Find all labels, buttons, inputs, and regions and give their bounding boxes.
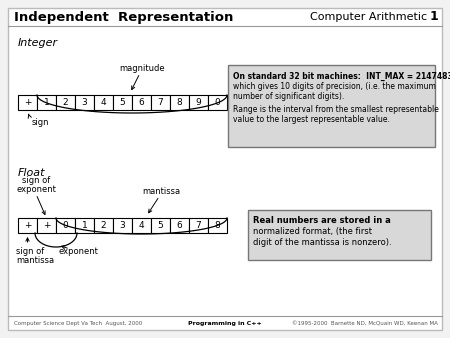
Text: exponent: exponent <box>58 247 98 256</box>
Text: 4: 4 <box>139 221 144 230</box>
Text: 5: 5 <box>120 98 126 107</box>
Bar <box>37 218 56 233</box>
Bar <box>228 65 435 147</box>
Text: +: + <box>43 221 50 230</box>
Text: 0: 0 <box>63 221 68 230</box>
Bar <box>75 218 94 233</box>
Text: 3: 3 <box>120 221 126 230</box>
Text: 7: 7 <box>196 221 202 230</box>
Bar <box>151 95 170 110</box>
Text: exponent: exponent <box>16 185 56 194</box>
Text: Float: Float <box>18 168 45 178</box>
Text: 8: 8 <box>215 221 220 230</box>
Bar <box>94 95 113 110</box>
Bar <box>75 95 94 110</box>
Text: 1: 1 <box>429 10 438 24</box>
Bar <box>113 218 132 233</box>
Text: 4: 4 <box>101 98 106 107</box>
Bar <box>94 218 113 233</box>
Bar <box>56 218 75 233</box>
Text: magnitude: magnitude <box>119 64 165 73</box>
Text: 6: 6 <box>176 221 182 230</box>
Text: 2: 2 <box>101 221 106 230</box>
Bar <box>189 218 208 233</box>
Text: number of significant digits).: number of significant digits). <box>233 92 344 101</box>
Bar <box>208 95 227 110</box>
Text: 9: 9 <box>196 98 202 107</box>
Text: Computer Science Dept Va Tech  August, 2000: Computer Science Dept Va Tech August, 20… <box>14 321 142 327</box>
Text: sign of: sign of <box>22 176 50 185</box>
Text: normalized format, (the first: normalized format, (the first <box>253 227 372 236</box>
FancyBboxPatch shape <box>8 8 442 330</box>
Bar <box>248 210 431 260</box>
Bar <box>18 95 37 110</box>
Bar <box>132 218 151 233</box>
Text: ©1995-2000  Barnette ND, McQuain WD, Keenan MA: ©1995-2000 Barnette ND, McQuain WD, Keen… <box>292 321 438 327</box>
Text: 1: 1 <box>81 221 87 230</box>
Bar <box>170 95 189 110</box>
Text: 7: 7 <box>158 98 163 107</box>
Bar <box>132 95 151 110</box>
Text: +: + <box>24 221 31 230</box>
Bar <box>189 95 208 110</box>
Text: sign of: sign of <box>16 247 44 256</box>
Text: sign: sign <box>32 118 49 127</box>
Bar <box>170 218 189 233</box>
Bar <box>113 95 132 110</box>
Text: Integer: Integer <box>18 38 58 48</box>
Text: Real numbers are stored in a: Real numbers are stored in a <box>253 216 391 225</box>
Text: On standard 32 bit machines:  INT_MAX = 2147483647: On standard 32 bit machines: INT_MAX = 2… <box>233 72 450 81</box>
Text: +: + <box>24 98 31 107</box>
Text: Computer Arithmetic: Computer Arithmetic <box>310 12 427 22</box>
Text: 5: 5 <box>158 221 163 230</box>
Text: Independent  Representation: Independent Representation <box>14 10 234 24</box>
Bar <box>56 95 75 110</box>
Text: value to the largest representable value.: value to the largest representable value… <box>233 115 390 124</box>
Bar <box>18 218 37 233</box>
Text: which gives 10 digits of precision, (i.e. the maximum: which gives 10 digits of precision, (i.e… <box>233 82 436 91</box>
Text: 0: 0 <box>215 98 220 107</box>
Text: mantissa: mantissa <box>16 256 54 265</box>
Bar <box>151 218 170 233</box>
Text: Range is the interval from the smallest representable: Range is the interval from the smallest … <box>233 105 439 114</box>
Text: 2: 2 <box>63 98 68 107</box>
Bar <box>208 218 227 233</box>
Text: digit of the mantissa is nonzero).: digit of the mantissa is nonzero). <box>253 238 392 247</box>
Text: Programming in C++: Programming in C++ <box>188 321 262 327</box>
Text: 8: 8 <box>176 98 182 107</box>
Text: 1: 1 <box>44 98 50 107</box>
Text: 3: 3 <box>81 98 87 107</box>
Text: mantissa: mantissa <box>143 187 180 196</box>
Text: 6: 6 <box>139 98 144 107</box>
Bar <box>37 95 56 110</box>
